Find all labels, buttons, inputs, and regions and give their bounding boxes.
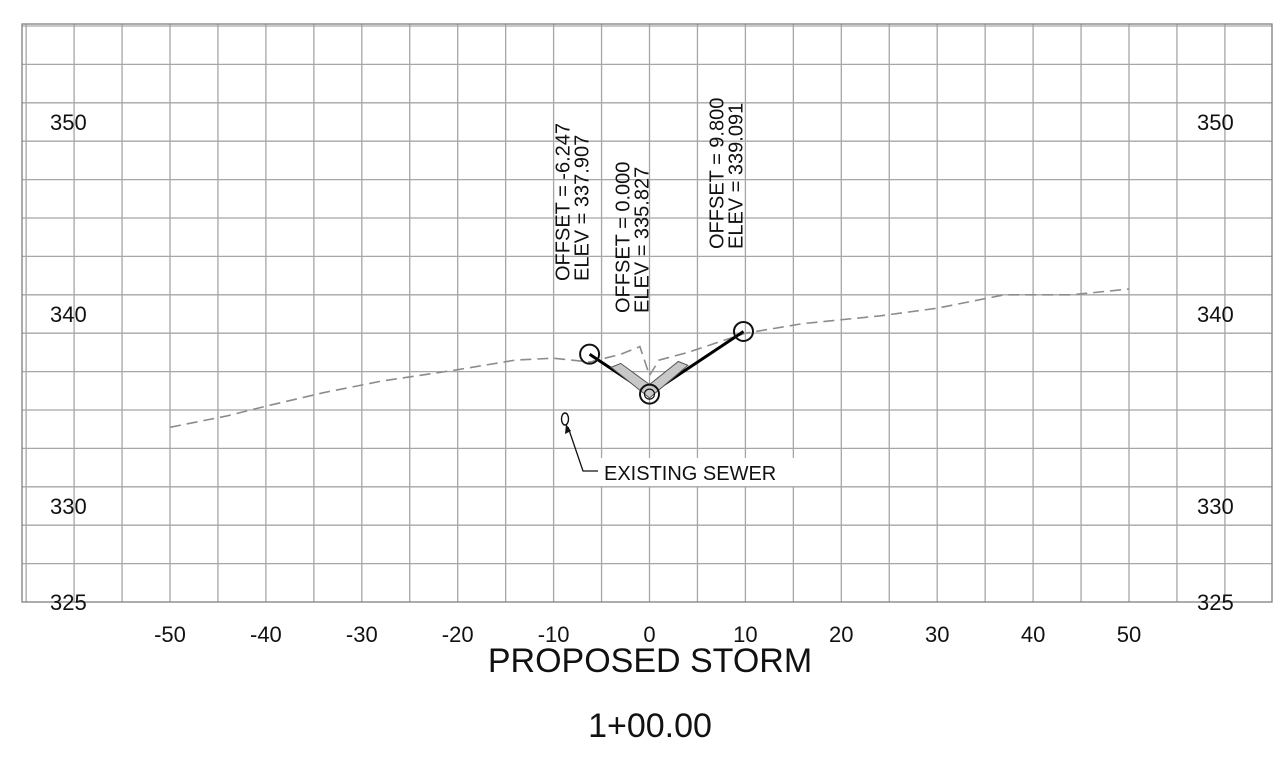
offset-label: OFFSET = -6.247 [553,123,575,281]
grid [22,24,1272,602]
y-tick-label-left: 325 [50,590,87,615]
existing-sewer-label-bg [599,458,832,486]
elev-label: ELEV = 335.827 [632,167,654,313]
point-marker-2 [732,320,754,342]
existing-sewer-leader [567,426,598,472]
point-marker-0 [579,343,601,365]
existing-ground-line [169,288,1130,429]
tick-labels: -50 -40 -30 -20 -10 0 10 20 30 40 50 325 325 330 330 34… [50,110,1234,647]
point-markers [579,320,754,405]
chart-subtitle: 1+00.00 [588,707,712,745]
y-tick-label-right: 330 [1197,494,1234,519]
existing-sewer-marker [560,412,570,426]
x-tick-label: -30 [346,622,378,647]
series-group [169,288,1130,429]
pipe-hatch [610,360,689,399]
y-tick-label-right: 325 [1197,590,1234,615]
x-tick-label: -50 [154,622,186,647]
chart-frame [21,23,1273,603]
y-tick-label-left: 340 [50,302,87,327]
point-marker-1 [639,383,660,405]
y-tick-label-left: 350 [50,110,87,135]
plot-border [21,23,1273,603]
elev-label: ELEV = 337.907 [572,135,594,281]
x-tick-label: 30 [925,622,949,647]
title-block: PROPOSED STORM 1+00.00 [488,642,812,745]
x-tick-label: -40 [250,622,282,647]
x-tick-label: -10 [538,622,570,647]
existing-sewer-annotation: EXISTING SEWER [560,412,832,486]
x-tick-label: -20 [442,622,474,647]
elev-label: ELEV = 339.091 [725,103,747,249]
x-tick-label: 20 [829,622,853,647]
y-tick-label-left: 330 [50,494,87,519]
existing-sewer-arrowhead [565,424,571,434]
y-tick-label-right: 340 [1197,302,1234,327]
proposed-storm-line [588,330,745,396]
x-tick-label: 0 [643,622,655,647]
chart-title: PROPOSED STORM [488,642,812,680]
offset-label: OFFSET = 9.800 [706,98,728,249]
x-tick-label: 40 [1021,622,1045,647]
annotations: EXISTING SEWER [560,412,832,486]
x-tick-label: 10 [733,622,757,647]
existing-sewer-label: EXISTING SEWER [604,463,776,485]
point-marker-inner [643,388,656,400]
x-tick-label: 50 [1117,622,1141,647]
y-tick-label-right: 350 [1197,110,1234,135]
offset-label: OFFSET = 0.000 [613,162,635,313]
